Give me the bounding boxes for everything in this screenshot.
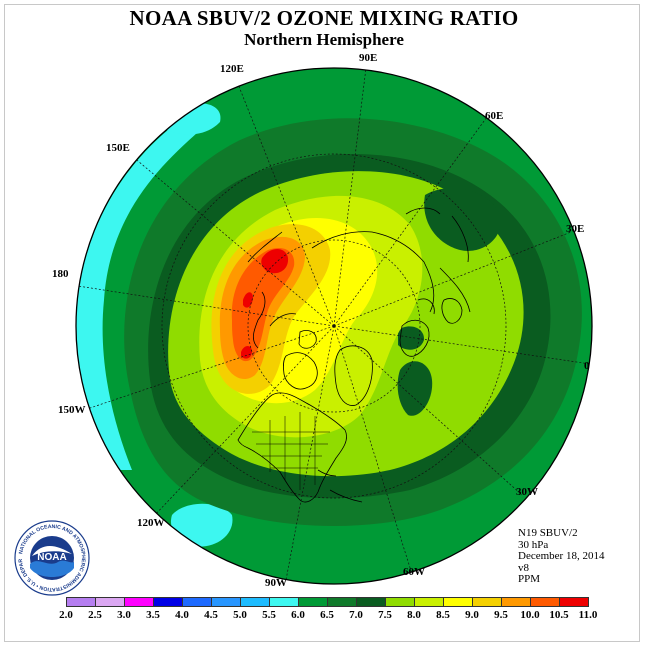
- lon-label-60e: 60E: [485, 110, 504, 122]
- colorbar-tick-label: 9.0: [465, 609, 479, 621]
- coast-alaska-siberia: [247, 231, 297, 349]
- field-5-5-crescent: [76, 110, 212, 470]
- colorbar-tick-label: 11.0: [578, 609, 598, 621]
- colorbar-swatch: [414, 597, 444, 607]
- meridian-120w: [151, 325, 335, 519]
- colorbar-tick-label: 8.0: [407, 609, 421, 621]
- colorbar-swatch: [530, 597, 560, 607]
- colorbar-swatch: [269, 597, 299, 607]
- colorbar-tick-label: 5.0: [233, 609, 247, 621]
- lon-label-60w: 60W: [403, 566, 425, 578]
- field-10-5-mid: [243, 292, 253, 308]
- colorbar-swatch: [240, 597, 270, 607]
- colorbar-tick-label: 7.5: [378, 609, 392, 621]
- colorbar-swatch: [124, 597, 154, 607]
- colorbar-swatch: [559, 597, 589, 607]
- colorbar-tick-label: 8.5: [436, 609, 450, 621]
- latitude-circle-30n: [161, 153, 507, 499]
- info-version: v8: [518, 561, 529, 574]
- coast-greenland: [334, 345, 373, 406]
- field-7-0-scandinavia: [424, 187, 501, 251]
- lon-label-90w: 90W: [265, 577, 287, 589]
- colorbar-tick-label: 5.5: [262, 609, 276, 621]
- map-title: NOAA SBUV/2 OZONE MIXING RATIO: [129, 6, 519, 30]
- product-info: N19 SBUV/2 30 hPa December 18, 2014 v8 P…: [518, 527, 605, 586]
- colorbar-swatch: [95, 597, 125, 607]
- colorbar-tick-label: 4.0: [175, 609, 189, 621]
- colorbar-tick-label: 6.5: [320, 609, 334, 621]
- lon-label-30e: 30E: [566, 223, 585, 235]
- lon-label-120e: 120E: [220, 63, 244, 75]
- meridian-180: [77, 285, 335, 327]
- colorbar-tick-label: 7.0: [349, 609, 363, 621]
- colorbar-tick-label: 4.5: [204, 609, 218, 621]
- info-units: PPM: [518, 573, 541, 585]
- colorbar-swatch: [327, 597, 357, 607]
- colorbar-tick-label: 3.0: [117, 609, 131, 621]
- info-pressure: 30 hPa: [518, 538, 549, 551]
- meridian-60w: [333, 325, 413, 575]
- colorbar-swatch: [472, 597, 502, 607]
- lon-label-180: 180: [52, 268, 69, 280]
- meridian-90w: [285, 325, 335, 581]
- field-7-0-europe: [398, 326, 425, 350]
- colorbar-swatch: [356, 597, 386, 607]
- lon-label-0: 0: [584, 360, 590, 372]
- field-5-5-patch-bottom: [170, 503, 233, 547]
- colorbar-swatch: [298, 597, 328, 607]
- colorbar-swatch: [153, 597, 183, 607]
- coastlines: [237, 207, 471, 503]
- colorbar-swatch: [501, 597, 531, 607]
- field-10-5-north: [261, 249, 289, 274]
- coast-europe: [399, 298, 435, 357]
- colorbar-tick-label: 6.0: [291, 609, 305, 621]
- colorbar-tick-label: 3.5: [146, 609, 160, 621]
- colorbar-tick-label: 2.5: [88, 609, 102, 621]
- colorbar-tick-label: 2.0: [59, 609, 73, 621]
- latitude-circle-60n: [247, 239, 421, 413]
- coast-eurasia: [311, 207, 471, 313]
- colorbar-swatch: [443, 597, 473, 607]
- lon-label-150e: 150E: [106, 142, 130, 154]
- info-date: December 18, 2014: [518, 550, 605, 562]
- info-instrument: N19 SBUV/2: [518, 527, 578, 539]
- meridian-150e: [131, 155, 335, 327]
- coast-canadian-arctic: [283, 330, 318, 390]
- colorbar-tick-label: 10.5: [549, 609, 569, 621]
- colorbar-swatch: [182, 597, 212, 607]
- lon-label-30w: 30W: [516, 486, 538, 498]
- meridian-30e: [333, 231, 572, 327]
- graticule: [77, 68, 591, 581]
- meridian-60e: [333, 116, 488, 327]
- meridian-120e: [237, 83, 335, 327]
- coast-scandinavia-baltic: [441, 298, 463, 324]
- lon-label-90e: 90E: [359, 52, 378, 64]
- field-10-5-south: [241, 346, 252, 359]
- colorbar-tick-label: 10.0: [520, 609, 540, 621]
- lon-label-150w: 150W: [58, 404, 86, 416]
- meridian-0: [333, 325, 591, 365]
- colorbar-tick-label: 9.5: [494, 609, 508, 621]
- coast-caribbean: [317, 469, 363, 503]
- lon-label-120w: 120W: [137, 517, 165, 529]
- noaa-logo: NATIONAL OCEANIC AND ATMOSPHERIC ADMINIS…: [14, 520, 90, 596]
- figure-frame: [4, 4, 640, 642]
- colorbar-swatch: [211, 597, 241, 607]
- colorbar-swatch: [385, 597, 415, 607]
- coast-usa-grid: [252, 412, 330, 490]
- map-subtitle: Northern Hemisphere: [244, 30, 404, 49]
- meridian-150w: [89, 325, 335, 409]
- meridian-90e: [333, 68, 367, 327]
- map-boundary: [75, 67, 593, 585]
- logo-noaa-text: NOAA: [37, 552, 66, 563]
- ozone-field: [76, 68, 592, 584]
- field-7-0-atlantic: [397, 361, 433, 416]
- field-10-0: [231, 247, 295, 362]
- colorbar-swatch: [66, 597, 96, 607]
